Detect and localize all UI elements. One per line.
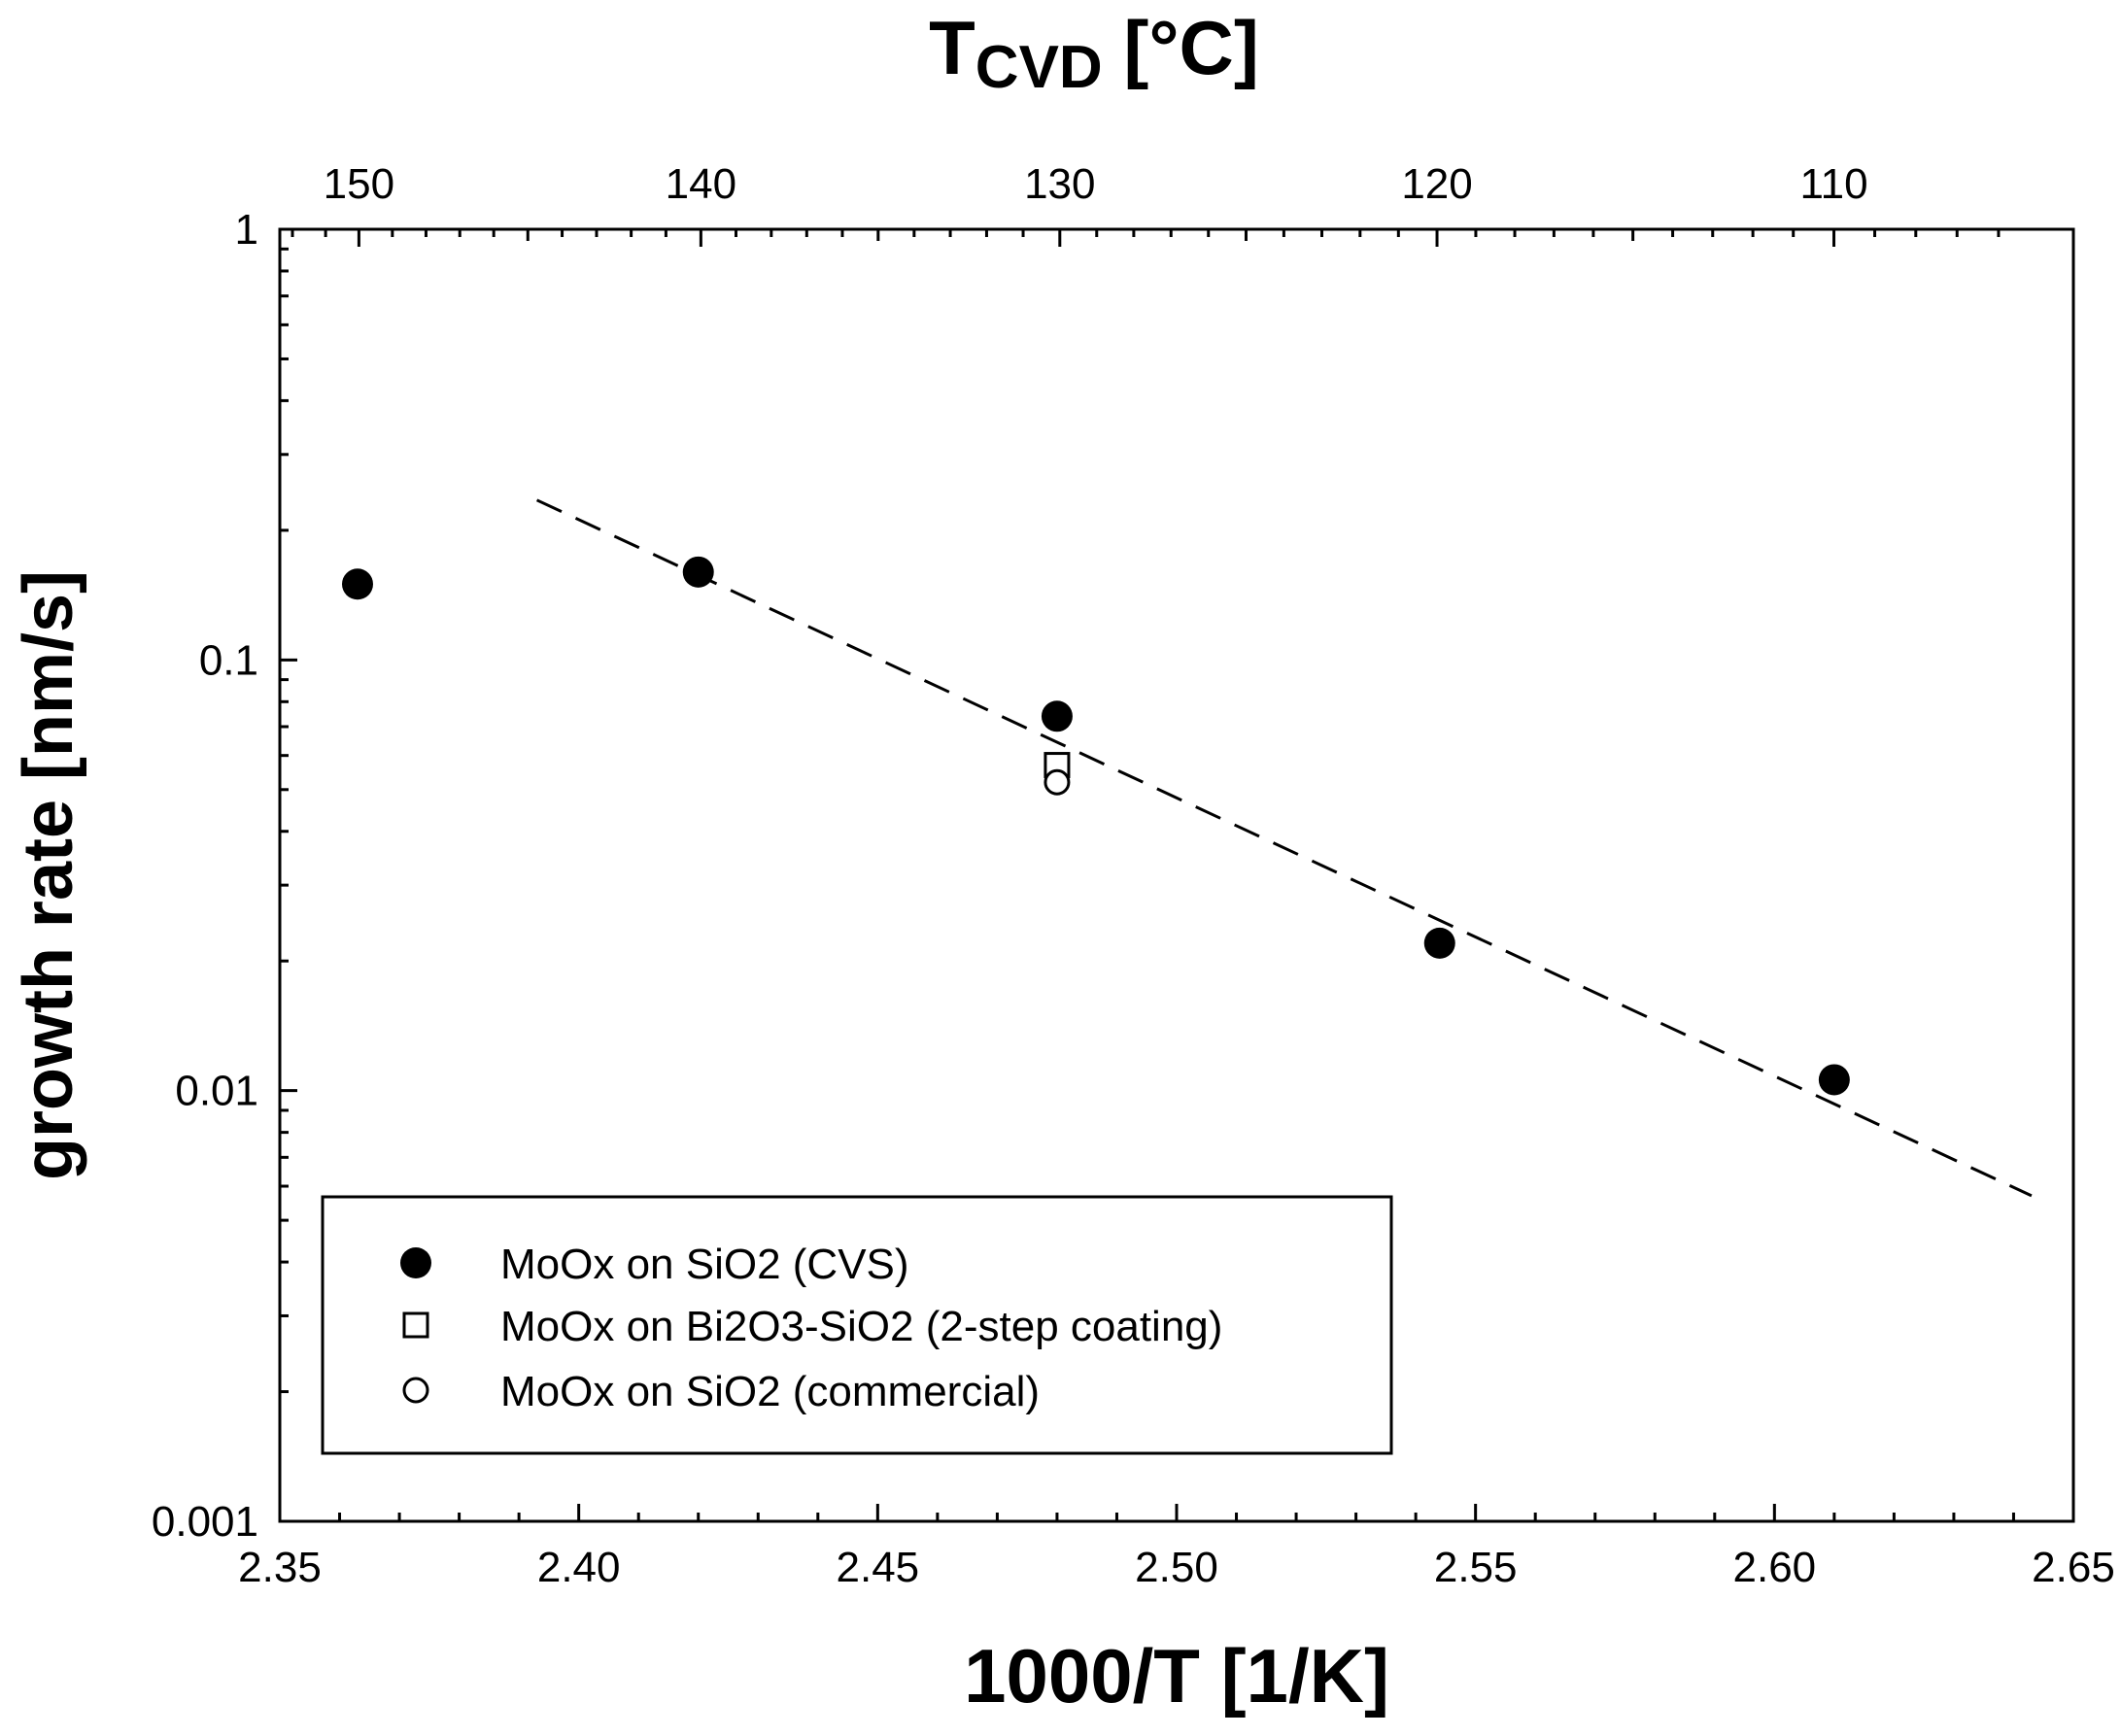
x-tick-label: 2.60	[1733, 1544, 1817, 1591]
y-axis-ticks: 0.001 0.01 0.1 1	[152, 206, 297, 1546]
x-axis-title: 1000/T [1/K]	[964, 1633, 1389, 1719]
legend-marker-open-square	[402, 1311, 429, 1339]
legend: MoOx on SiO2 (CVS) MoOx on Bi2O3-SiO2 (2…	[321, 1195, 1393, 1455]
top-x-axis-title: TCVD [°C]	[929, 5, 1259, 101]
legend-label-2step: MoOx on Bi2O3-SiO2 (2-step coating)	[500, 1303, 1222, 1350]
y-axis-title: growth rate [nm/s]	[10, 570, 87, 1180]
top-tick-label: 130	[1024, 160, 1095, 208]
point-open-circle	[1043, 768, 1071, 796]
y-tick-label: 0.01	[175, 1068, 258, 1115]
y-tick-label: 0.001	[152, 1498, 258, 1546]
x-tick-label: 2.35	[238, 1544, 322, 1591]
point-filled-circle	[1818, 1064, 1850, 1096]
top-tick-label: 150	[324, 160, 394, 208]
data-points	[341, 556, 1850, 1096]
point-filled-circle	[1041, 700, 1073, 732]
y-tick-label: 0.1	[199, 636, 258, 684]
fit-line	[535, 498, 2033, 1198]
top-x-axis-ticks: 150 140 130 120 110	[291, 160, 2001, 247]
y-tick-label: 1	[235, 206, 258, 254]
x-tick-label: 2.40	[537, 1544, 621, 1591]
top-tick-label: 120	[1401, 160, 1472, 208]
legend-marker-filled-circle	[400, 1247, 431, 1278]
legend-box	[321, 1195, 1393, 1455]
legend-label-commercial: MoOx on SiO2 (commercial)	[500, 1368, 1040, 1415]
point-filled-circle	[682, 556, 714, 588]
top-tick-label: 110	[1799, 160, 1867, 208]
point-filled-circle	[1423, 927, 1455, 959]
x-tick-label: 2.55	[1434, 1544, 1518, 1591]
x-tick-label: 2.65	[2032, 1544, 2115, 1591]
top-tick-label: 140	[666, 160, 736, 208]
legend-marker-open-circle	[402, 1377, 429, 1404]
bottom-x-axis-ticks: 2.35 2.40 2.45 2.50 2.55 2.60 2.65	[238, 1504, 2115, 1591]
point-filled-circle	[341, 568, 373, 600]
x-tick-label: 2.50	[1135, 1544, 1218, 1591]
x-tick-label: 2.45	[837, 1544, 920, 1591]
legend-label-cvs: MoOx on SiO2 (CVS)	[500, 1241, 909, 1288]
